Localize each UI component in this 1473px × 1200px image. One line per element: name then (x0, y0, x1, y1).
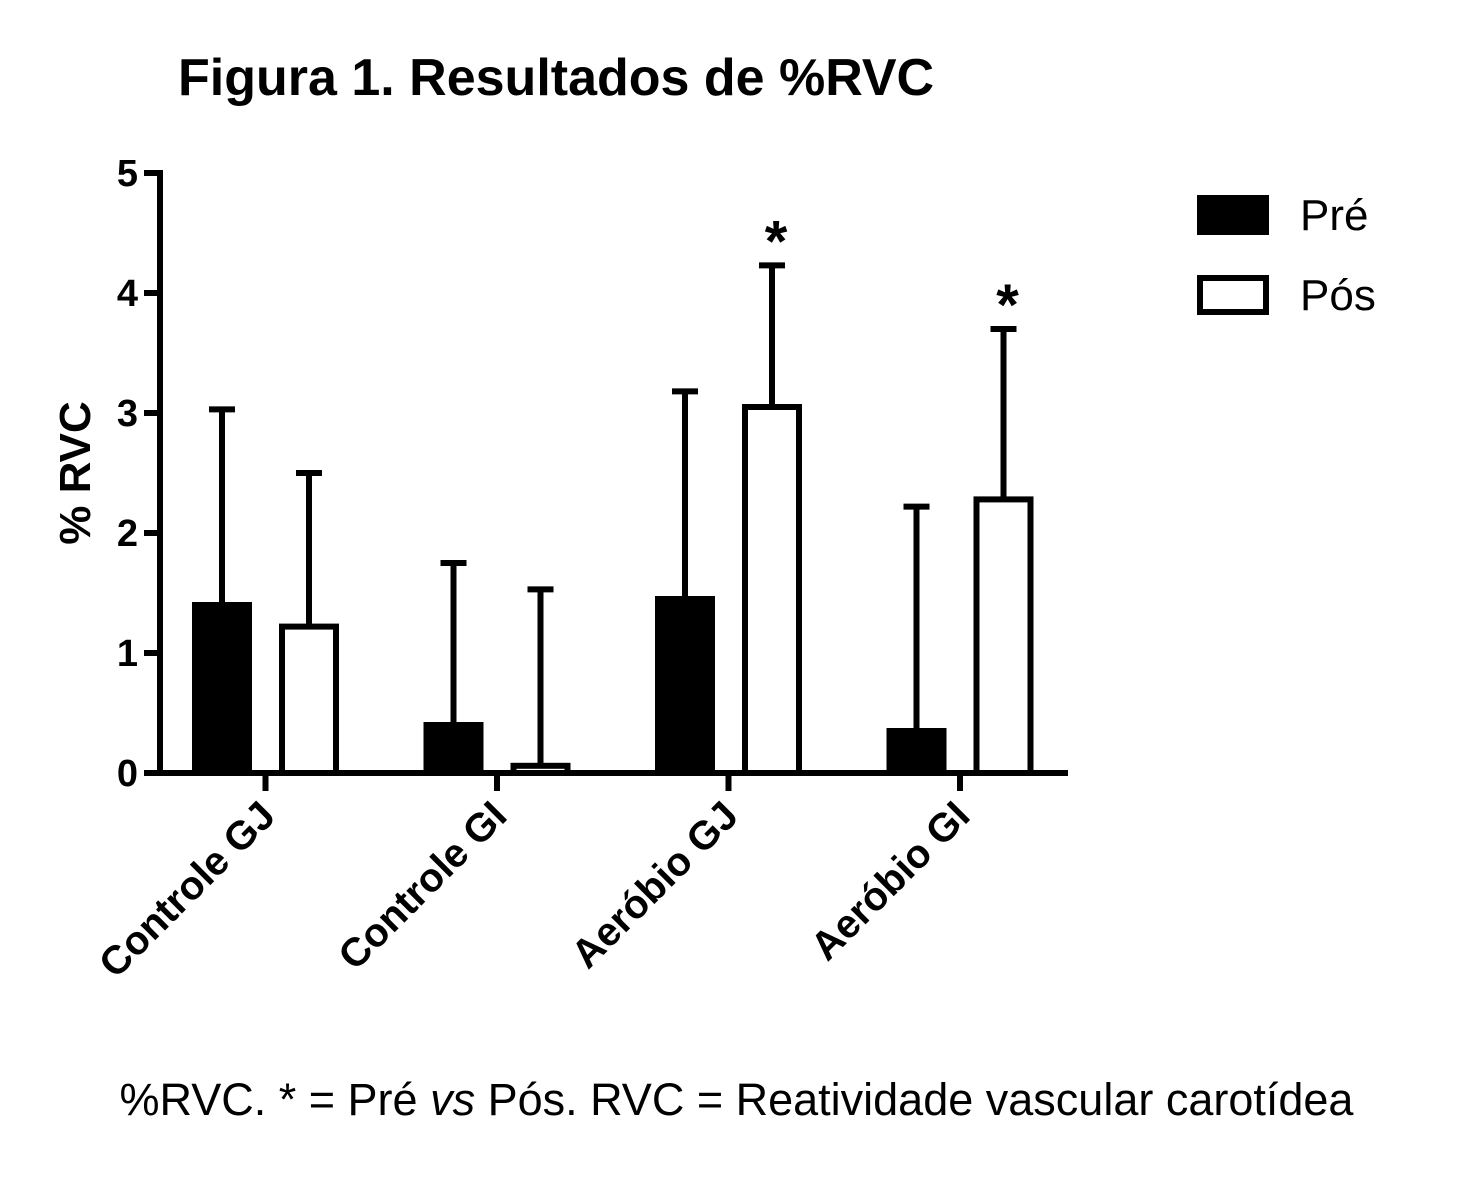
legend-label-pos: Pós (1300, 271, 1376, 320)
significance-star-aerobio-gi: * (996, 273, 1019, 338)
bar-controle-gj-pos (279, 623, 339, 776)
bar-aerobio-gj-pos (742, 404, 802, 776)
bars-layer: ** (192, 209, 1034, 776)
legend: Pré Pós (1197, 191, 1376, 320)
x-tick-label-aerobio-gi: Aeróbio GI (803, 793, 979, 969)
bar-aerobio-gj-pre (655, 596, 715, 776)
y-tick-label-2: 2 (117, 513, 138, 555)
y-tick-label-5: 5 (117, 153, 138, 195)
y-tick-label-3: 3 (117, 393, 138, 435)
y-tick-label-0: 0 (117, 753, 138, 795)
x-tick-label-aerobio-gj: Aeróbio GJ (563, 793, 747, 977)
chart-title: Figura 1. Resultados de %RVC (178, 49, 934, 107)
significance-star-aerobio-gj: * (765, 209, 788, 274)
caption-italic-vs: vs (430, 1074, 476, 1125)
x-tick-label-controle-gi: Controle GI (330, 793, 515, 978)
bar-aerobio-gi-pre (886, 728, 947, 776)
axes-layer: 0 1 2 3 4 5 Controle GJ Controle GI Aeróbio GJ Ae… (91, 153, 1068, 986)
legend-label-pre: Pré (1300, 191, 1368, 240)
x-tick-label-controle-gj: Controle GJ (91, 793, 284, 986)
bar-controle-gj-pre (192, 602, 252, 776)
bar-chart: Figura 1. Resultados de %RVC % RVC ** 01… (51, 49, 1376, 986)
caption-text-start: %RVC. * = Pré (119, 1074, 431, 1125)
legend-swatch-pre (1197, 195, 1269, 235)
legend-swatch-pos (1197, 275, 1269, 315)
y-tick-label-4: 4 (117, 273, 138, 315)
figure-caption: %RVC. * = Pré vs Pós. RVC = Reatividade … (0, 1074, 1473, 1126)
bar-controle-gi-pre (423, 722, 484, 776)
y-tick-label-1: 1 (117, 633, 138, 675)
y-axis-label: % RVC (51, 401, 100, 544)
bar-aerobio-gi-pos (973, 496, 1034, 776)
caption-text-end: Pós. RVC = Reatividade vascular carotíde… (475, 1074, 1354, 1125)
